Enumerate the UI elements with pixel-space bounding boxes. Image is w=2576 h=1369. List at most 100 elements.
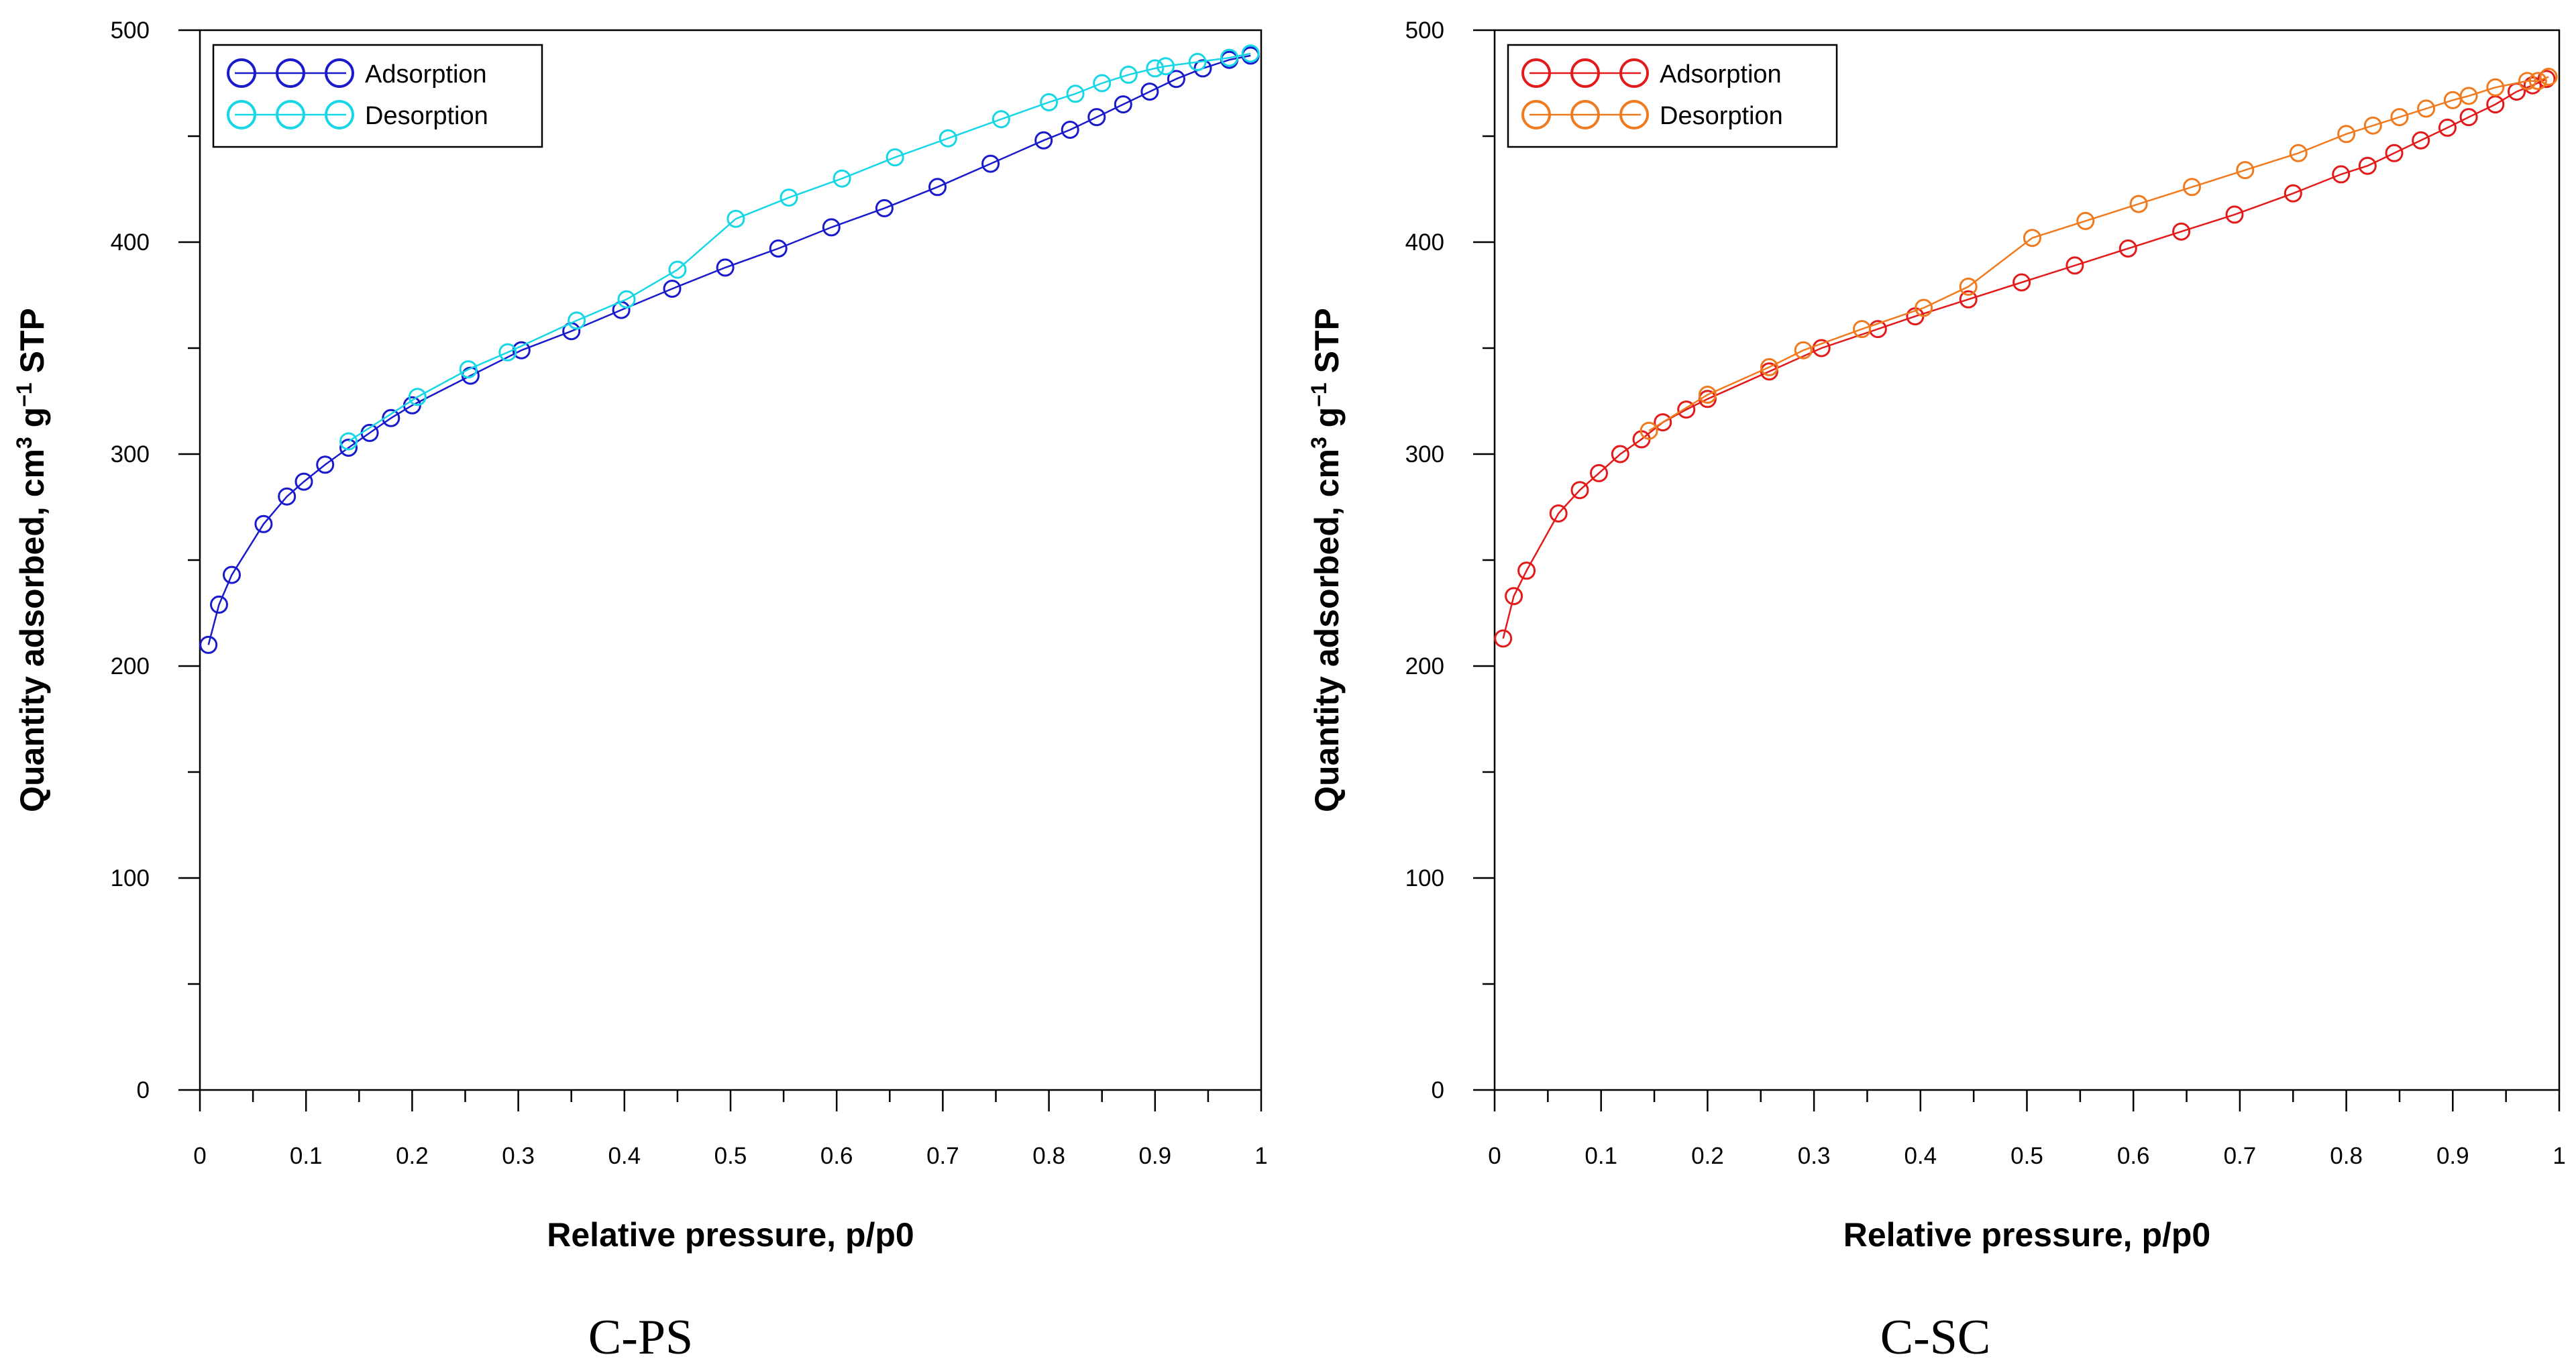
x-tick-label: 0.6 [2117,1143,2150,1169]
data-point [1188,52,1207,71]
legend-label: Desorption [365,102,488,130]
data-point [1590,463,1608,482]
data-point [1066,85,1085,103]
data-point [2065,256,2084,275]
data-point [1570,481,1589,500]
data-point [2417,99,2436,118]
y-tick-labels: 0 100 200 300 400 500 [1405,17,1444,1103]
data-point [769,239,788,258]
data-point [254,514,273,533]
legend-marker [1570,58,1600,88]
data-point [498,343,517,362]
data-point [1114,95,1132,114]
x-tick-labels: 0 0.1 0.2 0.3 0.4 0.5 0.6 0.7 0.8 0.9 1 [193,1143,1267,1169]
data-point [339,439,358,457]
data-point [2486,78,2505,97]
data-point [1505,587,1523,606]
x-tick-label: 0.3 [502,1143,535,1169]
data-point [2129,195,2148,213]
data-point [1140,83,1159,101]
series-line [1502,78,2547,639]
x-tick-labels: 0 0.1 0.2 0.3 0.4 0.5 0.6 0.7 0.8 0.9 1 [1488,1143,2565,1169]
series-line [207,54,1251,645]
data-point [210,595,228,614]
legend-entry: Desorption [1521,100,1783,130]
data-point [1119,65,1138,84]
data-point [2332,165,2351,184]
x-tick-label: 0.5 [2010,1143,2043,1169]
series-desorption [339,44,1260,451]
y-tick-label: 100 [111,865,150,891]
data-point [2337,125,2356,144]
series-layer [1494,68,2558,648]
legend-marker [227,100,256,129]
data-point [1157,57,1175,76]
data-point [1794,341,1813,360]
x-tick-label: 0.5 [714,1143,747,1169]
data-point [668,260,687,279]
data-point [1959,277,1978,296]
legend-entry: Desorption [227,100,488,130]
x-tick-label: 0.4 [608,1143,641,1169]
legend-label: Adsorption [1660,60,1782,89]
y-tick-label: 400 [111,229,150,256]
legend-marker [276,58,305,88]
data-point [2385,144,2404,162]
y-tick-label: 500 [111,17,150,44]
y-tick-label: 0 [1432,1077,1444,1103]
data-point [1093,74,1112,93]
data-point [1760,358,1778,376]
data-point [459,360,478,379]
data-point [2363,116,2382,135]
legend-label: Adsorption [365,60,487,89]
y-tick-label: 300 [111,441,150,468]
series-adsorption [1494,70,2556,648]
data-point [1193,59,1212,78]
data-point [2023,229,2041,248]
data-point [822,218,841,237]
legend-entries: Adsorption Desorption [227,58,488,130]
data-point [2225,205,2244,224]
x-tick-label: 1 [2553,1143,2565,1169]
series-line [1648,76,2549,432]
plot-frame [199,29,1263,1091]
data-point [716,258,735,277]
x-tick-label: 0.7 [2224,1143,2257,1169]
series-line [347,52,1251,443]
data-point [1812,339,1831,358]
data-point [938,129,957,148]
legend-marker [1570,100,1600,129]
axis-ticks [178,29,1263,1111]
data-point [1167,70,1185,89]
x-tick-label: 0.8 [2330,1143,2363,1169]
data-point [780,188,798,207]
data-point [2539,68,2558,86]
x-tick-label: 0.1 [290,1143,323,1169]
x-tick-label: 0.9 [1138,1143,1171,1169]
data-point [1549,504,1568,523]
legend-entry: Adsorption [1521,58,1782,89]
data-point [2528,72,2547,91]
data-point [2183,178,2201,197]
y-tick-label: 0 [137,1077,150,1103]
data-point [2118,239,2137,258]
data-point [1494,629,1513,648]
data-point [928,178,947,197]
series-layer [199,44,1260,654]
data-point [885,148,904,167]
y-tick-label: 300 [1405,441,1444,468]
x-tick-label: 0.7 [926,1143,959,1169]
chart-panel-c-sc: 0 0.1 0.2 0.3 0.4 0.5 0.6 0.7 0.8 0.9 1 0 100 200 300… [1307,17,2566,1365]
data-point [1034,131,1053,150]
legend: Adsorption Desorption [1507,44,1838,148]
data-point [2443,91,2462,109]
data-point [568,311,586,330]
legend-box [1507,44,1838,148]
x-tick-label: 0.2 [1691,1143,1724,1169]
data-point [2076,211,2095,230]
data-point [2284,184,2302,203]
data-point [991,110,1010,129]
y-tick-label: 100 [1405,865,1444,891]
data-point [1087,108,1106,127]
